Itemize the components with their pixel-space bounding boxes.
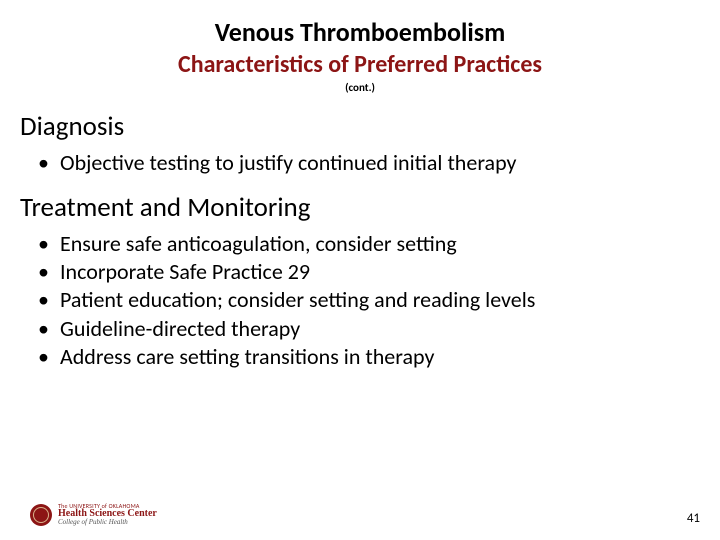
list-item: Patient education; consider setting and … <box>38 286 690 314</box>
section-heading-diagnosis: Diagnosis <box>20 110 690 143</box>
continued-label: (cont.) <box>30 81 690 94</box>
slide-subtitle: Characteristics of Preferred Practices <box>30 50 690 79</box>
section-heading-treatment: Treatment and Monitoring <box>20 191 690 224</box>
list-item: Address care setting transitions in ther… <box>38 343 690 371</box>
page-number: 41 <box>687 511 700 526</box>
diagnosis-list: Objective testing to justify continued i… <box>38 149 690 177</box>
treatment-list: Ensure safe anticoagulation, consider se… <box>38 230 690 371</box>
slide-title: Venous Thromboembolism <box>30 18 690 48</box>
list-item: Guideline-directed therapy <box>38 315 690 343</box>
seal-icon <box>30 504 52 526</box>
university-logo: The UNIVERSITY of OKLAHOMA Health Scienc… <box>30 503 157 526</box>
logo-text: The UNIVERSITY of OKLAHOMA Health Scienc… <box>58 503 157 526</box>
footer: The UNIVERSITY of OKLAHOMA Health Scienc… <box>30 503 700 526</box>
list-item: Objective testing to justify continued i… <box>38 149 690 177</box>
list-item: Incorporate Safe Practice 29 <box>38 258 690 286</box>
list-item: Ensure safe anticoagulation, consider se… <box>38 230 690 258</box>
logo-line3: College of Public Health <box>58 519 157 526</box>
slide: Venous Thromboembolism Characteristics o… <box>0 0 720 540</box>
